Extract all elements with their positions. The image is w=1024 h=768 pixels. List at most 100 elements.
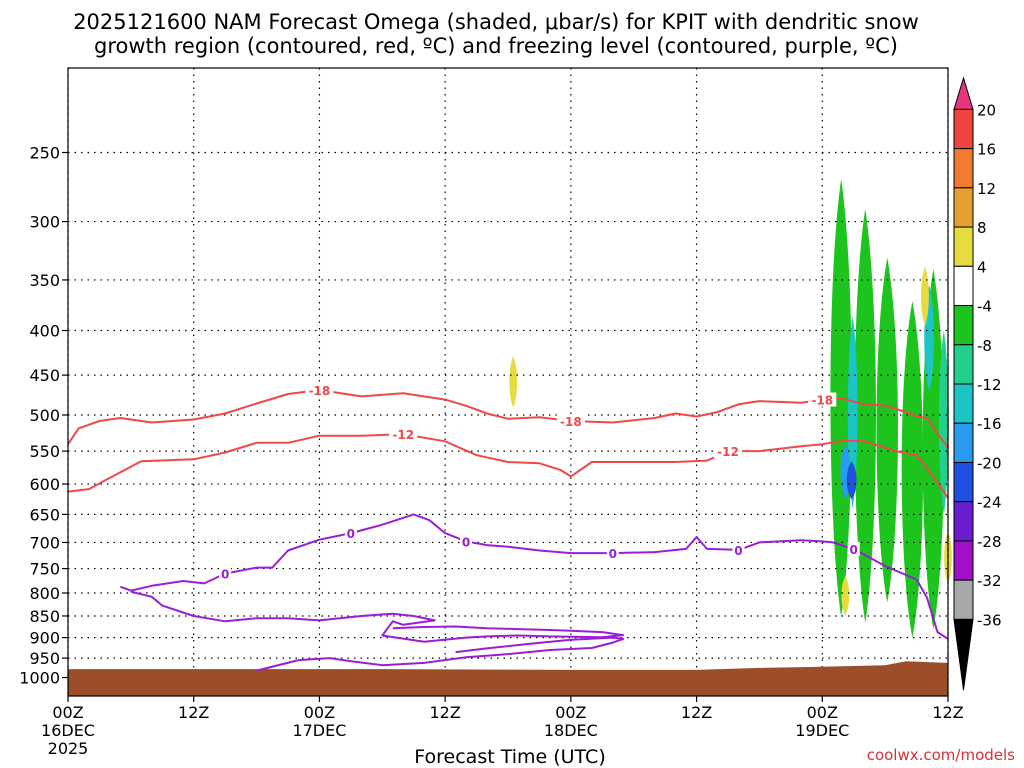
- contours: -18 -18 -18 -12 -12 0 0 0 0 0 0: [67, 382, 949, 672]
- terrain: [68, 661, 948, 696]
- colorbar-tick-label: -24: [977, 494, 1002, 512]
- colorbar-tick-label: -12: [977, 376, 1002, 394]
- y-tick-label: 900: [29, 629, 60, 648]
- terrain-fill: [68, 661, 948, 696]
- colorbar-segment: [953, 108, 974, 150]
- y-tick-label: 550: [29, 442, 60, 461]
- colorbar-tick-label: 12: [977, 180, 996, 198]
- contour-label-bg: [847, 541, 860, 556]
- y-tick-label: 800: [29, 584, 60, 603]
- colorbar-segment: [953, 187, 974, 228]
- x-tick-label: 00Z: [555, 703, 586, 722]
- contour-label-bg: [808, 392, 837, 407]
- colorbar-tick-label: 4: [977, 258, 987, 276]
- contour-label-bg: [219, 566, 232, 581]
- contour-label: 0: [462, 535, 470, 549]
- omega-cell-12: [841, 576, 850, 616]
- omega-cell-2: [854, 208, 876, 623]
- y-tick-label: 950: [29, 649, 60, 668]
- grid: [67, 68, 949, 696]
- colorbar-segment: [953, 579, 974, 620]
- x-axis-label: Forecast Time (UTC): [414, 746, 605, 768]
- contour-label: -12: [717, 445, 739, 459]
- contour-label: 0: [850, 543, 858, 557]
- contour-line-3: [130, 590, 625, 643]
- x-tick-label: 18DEC: [544, 721, 598, 740]
- contour-label: -18: [560, 415, 582, 429]
- colorbar-tick-label: -4: [977, 298, 992, 316]
- y-tick-label: 650: [29, 505, 60, 524]
- y-tick-label: 600: [29, 475, 60, 494]
- colorbar-tick-label: 16: [977, 141, 996, 159]
- colorbar-segment: [953, 305, 974, 346]
- colorbar-tick-label: -8: [977, 337, 992, 355]
- omega-cell-6: [847, 316, 858, 509]
- contour-label: -12: [392, 428, 414, 442]
- y-tick-label: 350: [29, 271, 60, 290]
- x-tick-label: 2025: [48, 739, 89, 758]
- chart-title-line-1: 2025121600 NAM Forecast Omega (shaded, μ…: [73, 10, 919, 34]
- colorbar-segment: [953, 540, 974, 581]
- plot-frame: [67, 67, 949, 697]
- colorbar-segment: [953, 344, 974, 385]
- colorbar-tick-label: -32: [977, 572, 1002, 590]
- x-tick-label: 00Z: [807, 703, 838, 722]
- y-tick-label: 250: [29, 144, 60, 163]
- contour-label-bg: [460, 534, 473, 549]
- omega-shading: [509, 178, 952, 638]
- colorbar-tick-label: 8: [977, 219, 987, 237]
- omega-cell-3: [876, 257, 898, 603]
- contour-label-bg: [305, 382, 334, 397]
- colorbar-top-arrow: [953, 76, 974, 110]
- y-tick-label: 1000: [19, 669, 60, 688]
- x-tick-label: 17DEC: [292, 721, 346, 740]
- contour-label-bg: [556, 414, 585, 429]
- y-tick-label: 850: [29, 607, 60, 626]
- contour-label: 0: [347, 527, 355, 541]
- x-tick-label: 12Z: [681, 703, 712, 722]
- omega-cell-10: [938, 330, 949, 515]
- plot-area: -18 -18 -18 -12 -12 0 0 0 0 0 0: [67, 67, 952, 697]
- contour-label-bg: [732, 542, 745, 557]
- omega-cell-4: [901, 300, 924, 638]
- colorbar-bottom-arrow: [953, 618, 974, 691]
- colorbar-segment: [953, 265, 974, 307]
- y-axis: 250 300 350 400 450 500 550 600 650 700 750 800 850 9…: [19, 144, 68, 688]
- contour-label-bg: [606, 546, 619, 561]
- y-tick-label: 700: [29, 533, 60, 552]
- contour-label-bg: [344, 526, 357, 541]
- x-tick-label: 12Z: [178, 703, 209, 722]
- omega-cell-11: [921, 266, 929, 326]
- contour-label: -18: [309, 384, 331, 398]
- contour-label-bg: [714, 444, 742, 459]
- omega-cell-8: [846, 461, 857, 500]
- x-tick-label: 12Z: [429, 703, 460, 722]
- colorbar-tick-label: -20: [977, 454, 1002, 472]
- contour-label: 0: [734, 544, 742, 558]
- omega-cell-1: [830, 178, 852, 617]
- y-tick-label: 300: [29, 213, 60, 232]
- contour-label: 0: [609, 547, 617, 561]
- contour-line-1: [67, 433, 949, 499]
- chart-title-line-2: growth region (contoured, red, ºC) and f…: [94, 34, 898, 58]
- colorbar-tick-label: 20: [977, 101, 996, 119]
- contour-label-bg: [389, 427, 418, 442]
- credit-text: coolwx.com/models: [867, 746, 1015, 764]
- x-tick-label: 00Z: [52, 703, 83, 722]
- contour-line-4: [256, 636, 625, 672]
- colorbar-tick-label: -36: [977, 611, 1002, 629]
- x-tick-label: 12Z: [932, 703, 963, 722]
- colorbar-segment: [953, 501, 974, 542]
- contour-line-2: [120, 513, 949, 640]
- colorbar-segment: [953, 148, 974, 189]
- colorbar-segment: [953, 461, 974, 503]
- colorbar-segment: [953, 422, 974, 463]
- y-tick-label: 750: [29, 560, 60, 579]
- y-tick-label: 400: [29, 322, 60, 341]
- x-tick-label: 16DEC: [41, 721, 95, 740]
- y-tick-label: 450: [29, 366, 60, 385]
- colorbar-tick-label: -28: [977, 533, 1002, 551]
- y-tick-label: 500: [29, 406, 60, 425]
